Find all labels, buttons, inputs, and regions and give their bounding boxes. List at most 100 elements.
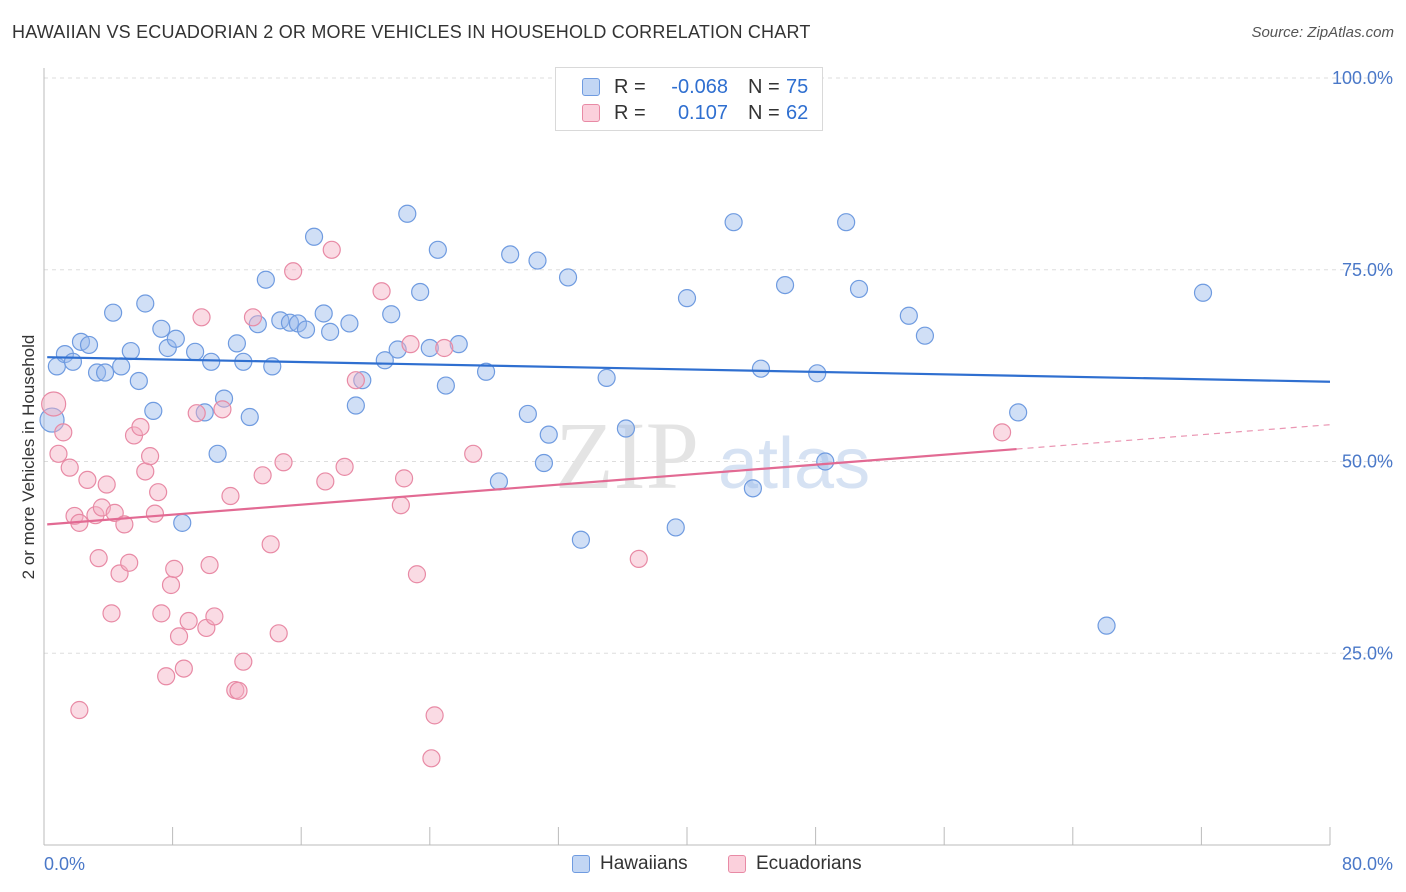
source-text: Source: ZipAtlas.com (1251, 24, 1394, 41)
x-tick-label: 0.0% (44, 854, 85, 874)
hawaiian-point (321, 322, 340, 341)
hawaiian-point (227, 334, 246, 353)
ecuadorian-point (425, 706, 444, 725)
hawaiian-point (816, 452, 835, 471)
legend-r-label: R = (614, 75, 646, 98)
ecuadorian-point (187, 404, 206, 423)
hawaiian-point (899, 306, 918, 325)
hawaiian-point (677, 289, 697, 308)
hawaiian-point (597, 368, 616, 387)
ecuadorian-point (234, 652, 253, 671)
ecuadorian-point (261, 535, 280, 554)
ecuadorian-point (70, 700, 89, 720)
legend-r-value: 0.107 (677, 101, 728, 124)
ecuadorian-point (192, 308, 211, 327)
hawaiian-point (314, 304, 333, 323)
ecuadorian-point (174, 659, 193, 678)
hawaiian-point (166, 329, 185, 348)
ecuadorian-point (152, 604, 171, 623)
y-tick-label: 100.0% (1332, 68, 1393, 88)
hawaiian-point (534, 453, 554, 473)
legend-r-value: -0.068 (671, 75, 728, 98)
ecuadorian-point (221, 486, 240, 506)
ecuadorians-label: Ecuadorians (756, 853, 862, 874)
hawaiian-point (501, 245, 520, 264)
ecuadorian-point (243, 308, 263, 327)
hawaiian-point (79, 335, 99, 355)
hawaiian-point (304, 227, 324, 246)
hawaiian-point (95, 363, 115, 382)
hawaiian-point (539, 425, 558, 444)
hawaiian-point (1097, 616, 1116, 635)
hawaiian-point (346, 396, 365, 415)
ecuadorian-point (131, 417, 150, 437)
hawaiian-point (202, 352, 221, 371)
hawaiian-point (173, 513, 192, 532)
trend-layer (47, 356, 1331, 526)
ecuadorian-point (335, 457, 354, 476)
ecuadorian-point (140, 447, 160, 466)
hawaiian-point (808, 364, 827, 383)
hawaiian-point (837, 213, 856, 232)
ecuadorian-point (169, 627, 189, 646)
hawaiian-trend-line (47, 356, 1331, 383)
ecuadorian-point (992, 423, 1012, 442)
ecuadorian-point (391, 496, 410, 515)
hawaiian-point (436, 376, 455, 395)
hawaiian-point (353, 371, 372, 390)
y-axis-label: 2 or more Vehicles in Household (19, 335, 38, 580)
ecuadorian-point (464, 444, 483, 463)
ecuadorian-point (316, 472, 335, 491)
hawaiian-point (528, 251, 547, 270)
legend-item-ecuadorians[interactable]: Ecuadorians (728, 853, 862, 875)
ecuadorian-point (229, 681, 248, 700)
ecuadorian-point (253, 466, 272, 485)
ecuadorian-point (401, 335, 420, 354)
hawaiian-point (558, 268, 578, 287)
hawaiian-point (724, 213, 743, 232)
ecuadorian-point (284, 262, 303, 281)
x-tick-label: 80.0% (1342, 854, 1393, 874)
hawaiian-point (340, 314, 359, 333)
hawaiian-point (398, 204, 417, 223)
ecuadorian-point (407, 565, 427, 584)
hawaiian-point (915, 326, 935, 345)
ecuadorian-point (89, 549, 108, 568)
hawaiian-point (743, 479, 763, 498)
hawaiian-point (449, 335, 468, 354)
ecuadorian-trend-line (47, 447, 1017, 526)
hawaiians-swatch (572, 855, 590, 873)
hawaiian-point (571, 530, 591, 549)
legend-row-ecuadorians: R = 0.107 N = 62 (582, 101, 808, 125)
hawaiian-point (775, 275, 795, 295)
legend-n-value: 75 (786, 75, 809, 98)
hawaiian-point (104, 303, 123, 322)
points-layer (39, 204, 1213, 768)
hawaiian-point (1009, 403, 1028, 422)
ecuadorian-point (49, 444, 68, 463)
watermark: ZIP atlas (555, 402, 870, 509)
legend-item-hawaiians[interactable]: Hawaiians (572, 853, 688, 875)
hawaiian-point (518, 404, 537, 424)
ecuadorian-point (269, 624, 288, 643)
chart-title: HAWAIIAN VS ECUADORIAN 2 OR MORE VEHICLE… (12, 22, 811, 42)
legend-r-label: R = (614, 101, 646, 124)
hawaiian-point (256, 270, 275, 289)
axis-layer: 100.0% 75.0% 50.0% 25.0% 0.0% 80.0% (43, 68, 1393, 874)
ecuadorian-point (346, 371, 365, 390)
correlation-legend: R = -0.068 N = 75 R = 0.107 N = 62 (555, 67, 823, 131)
ecuadorian-point (41, 391, 67, 417)
y-tick-label: 75.0% (1342, 260, 1393, 280)
y-tick-label: 50.0% (1342, 452, 1393, 472)
watermark-zip: ZIP (555, 402, 699, 509)
ecuadorian-point (165, 559, 184, 578)
ecuadorian-point (136, 462, 155, 481)
hawaiian-point (144, 401, 163, 420)
legend-swatch-hawaiians (582, 78, 600, 96)
hawaiian-point (476, 362, 496, 381)
ecuadorian-point (422, 749, 441, 768)
ecuadorian-point (145, 504, 165, 523)
legend-row-hawaiians: R = -0.068 N = 75 (582, 75, 808, 99)
ecuadorian-point (372, 282, 391, 301)
